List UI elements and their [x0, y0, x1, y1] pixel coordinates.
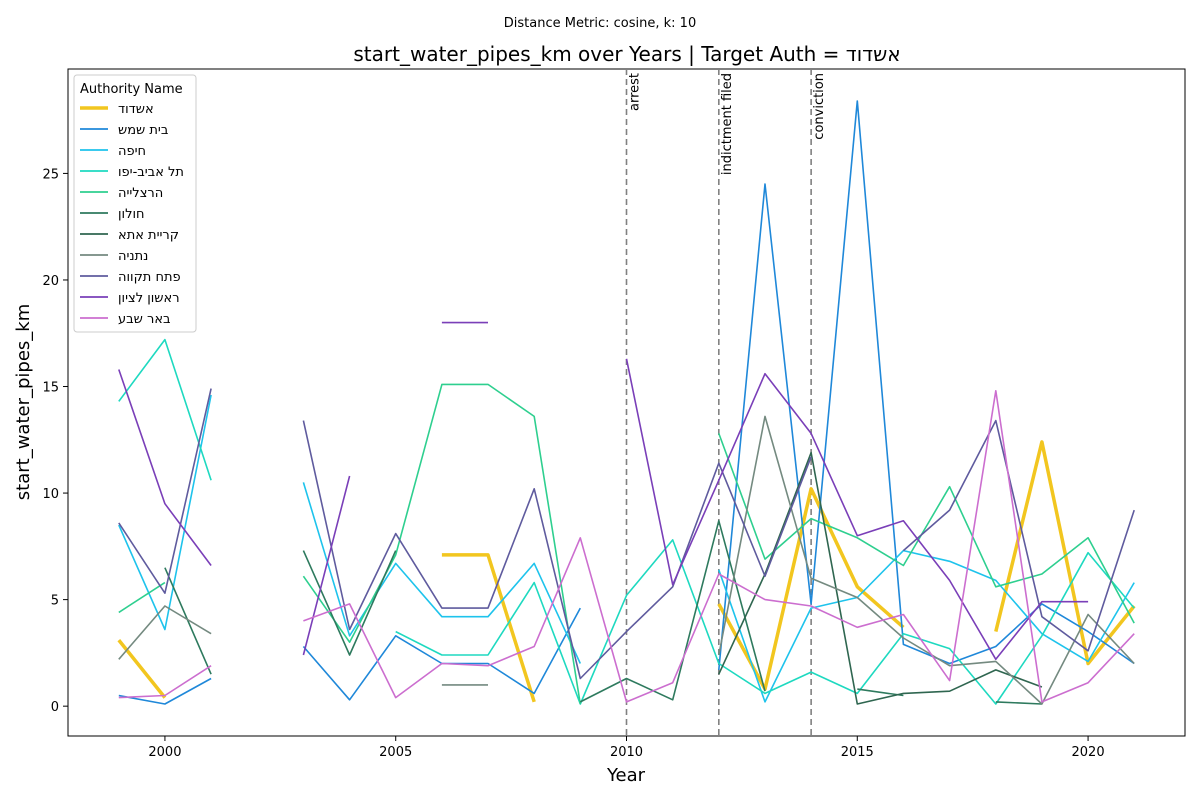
chart-title: start_water_pipes_km over Years | Target… — [353, 42, 900, 66]
y-axis-title: start_water_pipes_km — [13, 304, 34, 500]
legend-title: Authority Name — [80, 82, 183, 97]
legend-entry: פתח תקווה — [118, 270, 181, 285]
event-label: conviction — [812, 73, 827, 140]
event-markers: arrest indictment filed conviction — [625, 69, 827, 736]
x-tick-label: 2015 — [841, 745, 874, 760]
x-axis-title: Year — [606, 765, 646, 786]
x-axis: 2000 2005 2010 2015 2020 — [148, 736, 1105, 760]
series-line — [118, 415, 1135, 705]
x-tick-label: 2010 — [610, 745, 643, 760]
legend-entry: תל אביב-יפו — [118, 165, 184, 180]
x-tick-label: 2000 — [148, 745, 181, 760]
legend-entry: חיפה — [118, 144, 146, 159]
legend-box — [73, 74, 197, 333]
legend-entry: ראשון לציון — [118, 291, 180, 306]
y-tick-label: 5 — [51, 594, 59, 609]
series-line — [118, 390, 1135, 703]
plot-area: arrest indictment filed conviction — [67, 68, 1186, 737]
legend-entry: נתניה — [118, 249, 148, 264]
series-lines — [117, 100, 1136, 705]
y-axis: 0 5 10 15 20 25 — [42, 167, 68, 715]
series-line — [718, 451, 1043, 705]
series-line — [164, 520, 1042, 705]
legend-entry: הרצלייה — [118, 186, 163, 201]
legend-entry: אשדוד — [118, 102, 154, 117]
legend-entry: באר שבע — [118, 312, 171, 327]
y-tick-label: 0 — [51, 700, 59, 715]
x-tick-label: 2005 — [379, 745, 412, 760]
legend-entry: חולון — [118, 207, 145, 222]
chart-suptitle: Distance Metric: cosine, k: 10 — [504, 16, 696, 31]
series-line — [118, 338, 1135, 705]
y-tick-label: 25 — [42, 167, 59, 182]
series-line — [118, 383, 1135, 705]
y-tick-label: 20 — [42, 274, 59, 289]
y-tick-label: 15 — [42, 381, 59, 396]
legend: Authority Name אשדוד בית שמש חיפה תל אביב-י… — [73, 74, 197, 333]
event-label: arrest — [628, 73, 643, 111]
event-label: indictment filed — [720, 73, 735, 175]
legend-entry: בית שמש — [118, 123, 168, 138]
legend-entry: קריית אתא — [118, 228, 179, 243]
series-line — [118, 321, 1089, 661]
series-line — [118, 388, 1135, 680]
x-tick-label: 2020 — [1072, 745, 1105, 760]
y-tick-label: 10 — [42, 487, 59, 502]
series-line — [117, 440, 1136, 703]
series-line — [118, 394, 1135, 703]
